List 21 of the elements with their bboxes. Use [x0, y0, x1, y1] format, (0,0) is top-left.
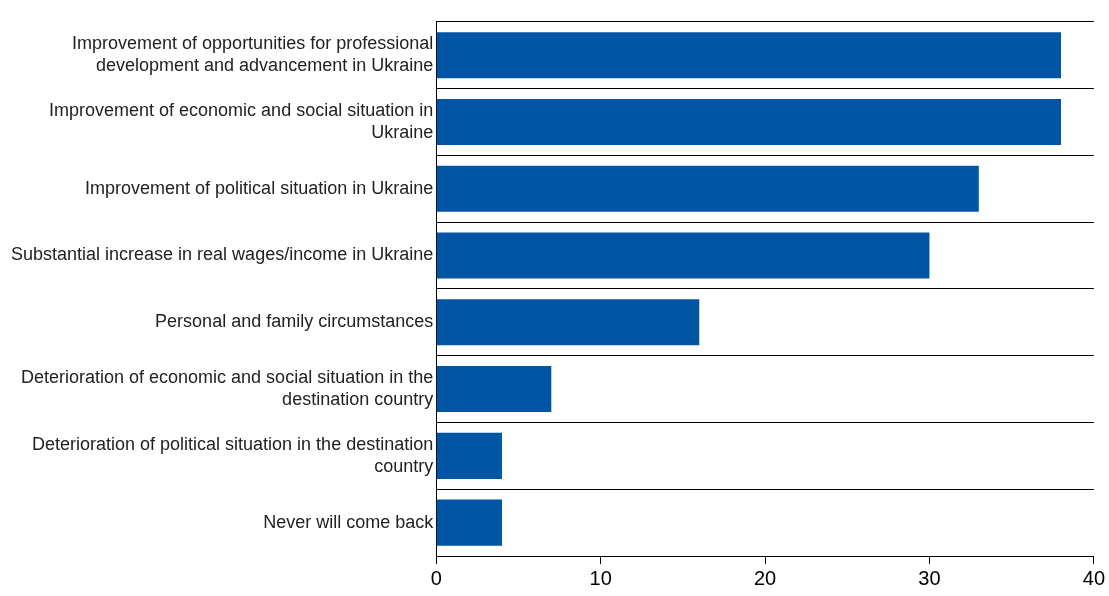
bar — [436, 499, 502, 546]
y-tick-label: Improvement of political situation in Ukraine — [85, 177, 434, 198]
bar — [436, 232, 930, 279]
x-tick-label: 0 — [430, 566, 442, 589]
x-tick-label: 10 — [589, 566, 612, 589]
y-tick-label: Personal and family circumstances — [155, 311, 434, 332]
y-tick-label: Never will come back — [263, 511, 435, 532]
y-tick-label: Deterioration of economic and social situation in the destination country — [20, 367, 434, 409]
bar — [436, 98, 1061, 145]
bar — [436, 432, 502, 479]
x-tick-label: 40 — [1082, 566, 1105, 589]
y-tick-label: Substantial increase in real wages/income in Ukraine — [11, 244, 434, 265]
x-tick-label: 30 — [918, 566, 941, 589]
x-tick-label: 20 — [753, 566, 777, 589]
y-tick-label: Deterioration of political situation in the destination country — [31, 434, 434, 476]
bar — [436, 366, 552, 413]
bar — [436, 299, 700, 346]
bar — [436, 165, 979, 212]
y-tick-label: Improvement of opportunities for professional development and advancement in Ukraine — [72, 33, 434, 75]
y-tick-label: Improvement of economic and social situation in Ukraine — [49, 100, 434, 142]
bar — [436, 32, 1061, 79]
